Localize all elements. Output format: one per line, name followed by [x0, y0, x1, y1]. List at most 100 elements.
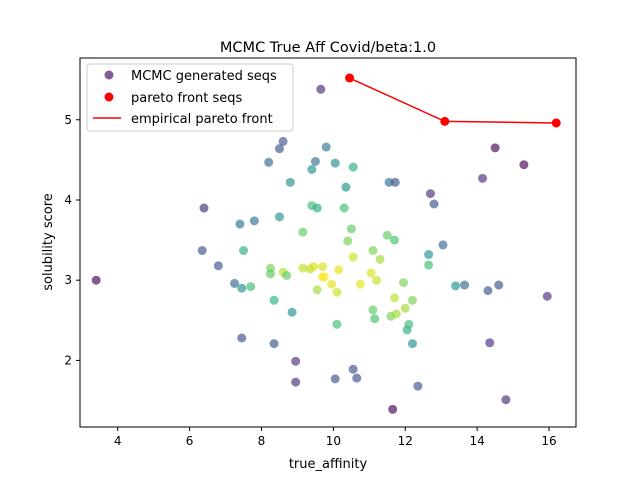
mcmc-point — [424, 250, 434, 260]
mcmc-point — [239, 246, 249, 256]
mcmc-point — [485, 338, 495, 348]
mcmc-point — [341, 182, 351, 192]
mcmc-point — [197, 246, 207, 256]
mcmc-point — [501, 395, 511, 405]
x-tick-label: 6 — [186, 434, 194, 448]
mcmc-point — [269, 295, 279, 305]
mcmc-point — [398, 278, 408, 288]
x-axis: 4 6 8 10 12 14 16 — [114, 427, 557, 448]
mcmc-point — [230, 278, 240, 288]
legend-mcmc-marker — [104, 70, 114, 80]
mcmc-point — [368, 246, 378, 256]
points-layer — [91, 84, 552, 414]
mcmc-point — [332, 287, 342, 297]
x-tick-label: 16 — [541, 434, 556, 448]
chart-title: MCMC True Aff Covid/beta:1.0 — [220, 40, 436, 56]
mcmc-point — [274, 212, 284, 222]
mcmc-point — [542, 291, 552, 301]
mcmc-point — [391, 309, 401, 319]
y-tick-label: 3 — [64, 273, 72, 287]
mcmc-point — [366, 268, 376, 278]
mcmc-point — [309, 262, 319, 272]
y-axis-label: solubility score — [41, 193, 56, 291]
mcmc-point — [413, 381, 423, 391]
y-tick-label: 4 — [64, 193, 72, 207]
mcmc-point — [343, 236, 353, 246]
y-axis: 2 3 4 5 — [64, 113, 80, 367]
mcmc-point — [388, 404, 398, 414]
mcmc-point — [291, 356, 301, 366]
pareto-layer — [345, 73, 561, 128]
legend-box — [86, 63, 294, 132]
x-tick-label: 14 — [470, 434, 485, 448]
mcmc-point — [330, 374, 340, 384]
mcmc-point — [291, 377, 301, 387]
y-tick-label: 2 — [64, 353, 72, 367]
mcmc-point — [332, 319, 342, 329]
mcmc-point — [246, 282, 256, 292]
mcmc-point — [278, 136, 288, 146]
mcmc-point — [382, 230, 392, 240]
mcmc-point — [438, 240, 448, 250]
mcmc-point — [237, 283, 247, 293]
mcmc-point — [285, 177, 295, 187]
legend-mcmc-label: MCMC generated seqs — [131, 69, 277, 84]
mcmc-point — [274, 144, 284, 154]
mcmc-point — [282, 270, 292, 280]
mcmc-point — [91, 275, 101, 285]
mcmc-point — [424, 260, 434, 270]
mcmc-point — [400, 303, 410, 313]
pareto-point — [345, 73, 355, 83]
x-tick-label: 8 — [258, 434, 266, 448]
mcmc-point — [407, 339, 417, 349]
mcmc-point — [352, 373, 362, 383]
mcmc-point — [494, 280, 504, 290]
mcmc-point — [346, 224, 356, 234]
mcmc-point — [389, 235, 399, 245]
mcmc-point — [312, 203, 322, 213]
mcmc-point — [460, 280, 470, 290]
x-tick-label: 10 — [326, 434, 341, 448]
mcmc-point — [389, 293, 399, 303]
plot-frame — [79, 57, 577, 428]
mcmc-point — [307, 165, 317, 175]
mcmc-point — [249, 216, 259, 226]
mcmc-point — [390, 177, 400, 187]
mcmc-point — [478, 173, 488, 183]
mcmc-point — [404, 319, 414, 329]
mcmc-point — [298, 227, 308, 237]
mcmc-point — [348, 364, 358, 374]
pareto-point — [551, 118, 561, 128]
pareto-point — [440, 116, 450, 126]
mcmc-point — [407, 295, 417, 305]
mcmc-point — [287, 307, 297, 317]
mcmc-point — [330, 158, 340, 168]
mcmc-point — [264, 157, 274, 167]
mcmc-point — [298, 263, 308, 273]
mcmc-point — [310, 156, 320, 166]
x-axis-label: true_affinity — [289, 457, 368, 472]
mcmc-point — [327, 279, 337, 289]
legend-front-label: empirical pareto front — [131, 112, 273, 127]
mcmc-point — [355, 279, 365, 289]
mcmc-point — [483, 286, 493, 296]
mcmc-point — [334, 265, 344, 275]
mcmc-point — [269, 339, 279, 349]
mcmc-point — [425, 189, 435, 199]
legend: MCMC generated seqs pareto front seqs em… — [86, 63, 294, 132]
x-tick-label: 12 — [398, 434, 413, 448]
mcmc-point — [375, 254, 385, 264]
mcmc-point — [318, 262, 328, 272]
mcmc-point — [370, 314, 380, 324]
mcmc-point — [348, 162, 358, 172]
mcmc-point — [429, 199, 439, 209]
mcmc-point — [321, 142, 331, 152]
mcmc-point — [213, 261, 223, 271]
mcmc-point — [451, 281, 461, 291]
mcmc-point — [372, 275, 382, 285]
y-tick-label: 5 — [64, 113, 72, 127]
mcmc-point — [235, 219, 245, 229]
legend-pareto-label: pareto front seqs — [131, 91, 243, 106]
mcmc-point — [316, 84, 326, 94]
legend-pareto-marker — [104, 92, 114, 102]
